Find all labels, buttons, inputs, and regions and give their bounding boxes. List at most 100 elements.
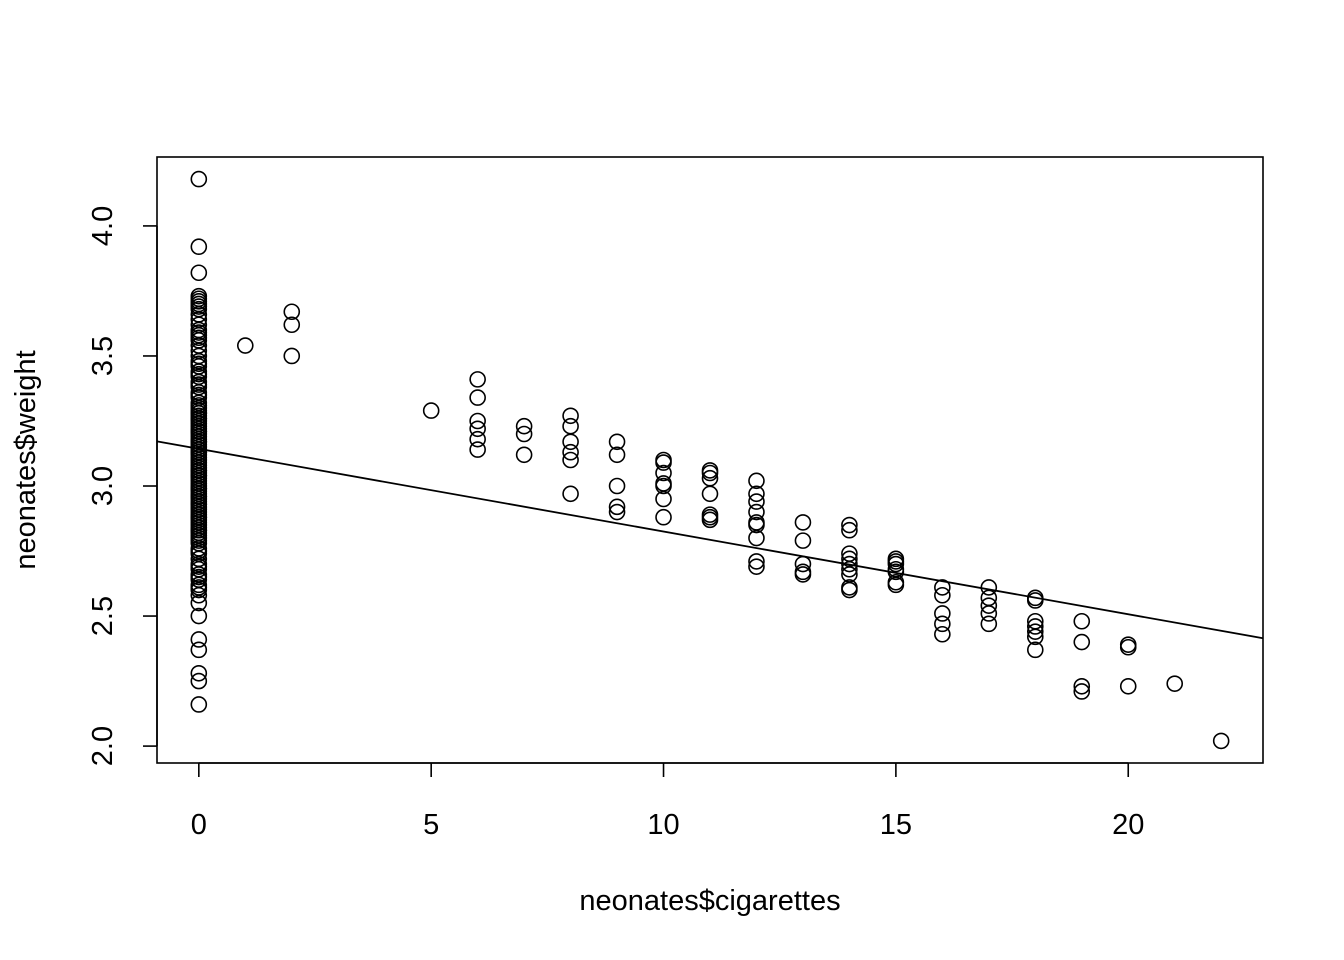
data-point (980, 615, 998, 633)
data-point (1026, 618, 1044, 635)
data-point (190, 521, 208, 539)
data-point (190, 423, 208, 440)
data-point (1026, 628, 1044, 646)
data-point (748, 516, 765, 534)
y-tick-label: 3.5 (87, 336, 119, 376)
data-point (934, 579, 951, 596)
data-point (190, 365, 208, 383)
data-points (190, 170, 1230, 750)
data-point (190, 664, 208, 682)
data-point (190, 586, 208, 604)
data-point (469, 420, 486, 438)
data-point (190, 495, 208, 513)
data-point (283, 316, 301, 334)
data-point (190, 443, 208, 461)
regression-line (156, 440, 1264, 640)
data-point (562, 407, 579, 425)
data-point (748, 485, 765, 503)
data-point (608, 503, 626, 521)
data-point (515, 417, 533, 435)
x-tick-label: 15 (880, 809, 912, 841)
data-point (1026, 641, 1044, 659)
data-point (655, 508, 672, 526)
x-tick-label: 20 (1112, 809, 1144, 841)
data-point (655, 477, 672, 495)
data-point (515, 446, 533, 464)
data-point (1073, 612, 1091, 630)
y-tick-label: 2.5 (87, 596, 119, 636)
data-point (562, 443, 579, 461)
data-point (748, 558, 765, 575)
data-point (608, 433, 626, 451)
data-point (887, 576, 905, 594)
data-point (701, 511, 719, 529)
data-point (190, 488, 208, 505)
data-point (841, 516, 858, 534)
data-point (748, 529, 765, 547)
data-point (469, 389, 486, 406)
y-tick-label: 4.0 (87, 206, 119, 246)
data-point (608, 498, 626, 516)
data-point (469, 371, 486, 388)
data-point (608, 446, 626, 464)
data-point (515, 425, 533, 443)
data-point (1073, 683, 1091, 700)
x-tick-label: 0 (191, 809, 207, 841)
data-point (469, 412, 486, 430)
data-point (562, 417, 579, 435)
y-tick-label: 3.0 (87, 466, 119, 506)
data-point (236, 337, 254, 354)
data-point (190, 397, 208, 414)
data-point (190, 355, 208, 373)
data-point (283, 303, 301, 321)
data-point (1212, 732, 1230, 750)
data-point (608, 477, 626, 495)
x-tick-label: 10 (647, 809, 679, 841)
data-point (190, 607, 208, 625)
data-point (887, 555, 905, 573)
y-axis: 2.0 2.5 3.0 3.5 4.0 (87, 206, 158, 766)
y-tick-label: 2.0 (87, 726, 119, 766)
data-point (469, 430, 486, 448)
data-point (562, 433, 579, 451)
data-point (934, 625, 951, 643)
data-point (562, 451, 579, 469)
data-point (794, 532, 812, 549)
data-point (469, 441, 486, 458)
x-axis: 0 5 10 15 20 (191, 762, 1144, 841)
data-point (655, 454, 672, 471)
data-point (190, 404, 208, 422)
data-point (190, 238, 208, 256)
data-point (748, 472, 765, 490)
data-point (841, 581, 858, 599)
data-point (190, 467, 208, 484)
data-point (190, 462, 208, 479)
data-point (1026, 592, 1044, 609)
data-point (190, 376, 208, 393)
data-point (794, 514, 812, 531)
data-point (655, 490, 672, 508)
data-point (934, 586, 951, 604)
data-point (190, 386, 208, 404)
data-point (1073, 633, 1091, 651)
data-point (190, 631, 208, 648)
data-point (934, 605, 951, 622)
data-point (190, 264, 208, 282)
data-point (1119, 638, 1137, 656)
data-point (190, 641, 208, 659)
data-point (1073, 677, 1091, 695)
data-point (980, 597, 998, 614)
data-point (980, 605, 998, 622)
data-point (190, 508, 208, 526)
data-point (190, 558, 208, 575)
data-point (190, 579, 208, 596)
data-point (841, 560, 858, 578)
data-point (748, 503, 765, 521)
data-point (655, 464, 672, 482)
data-point (1026, 623, 1044, 640)
x-axis-label: neonates$cigarettes (579, 885, 840, 917)
data-point (748, 553, 765, 570)
data-point (794, 566, 812, 583)
data-point (190, 410, 208, 427)
